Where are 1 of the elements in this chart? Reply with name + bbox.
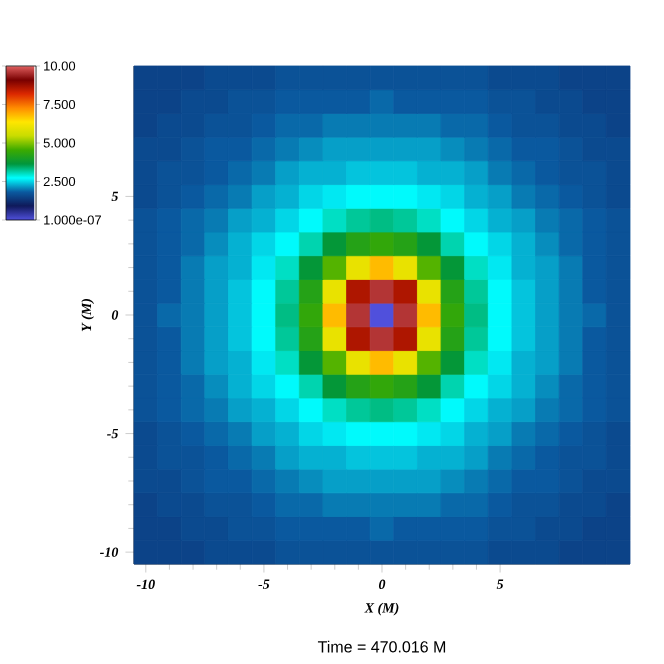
text: Time = 470.016 M [317,640,446,653]
